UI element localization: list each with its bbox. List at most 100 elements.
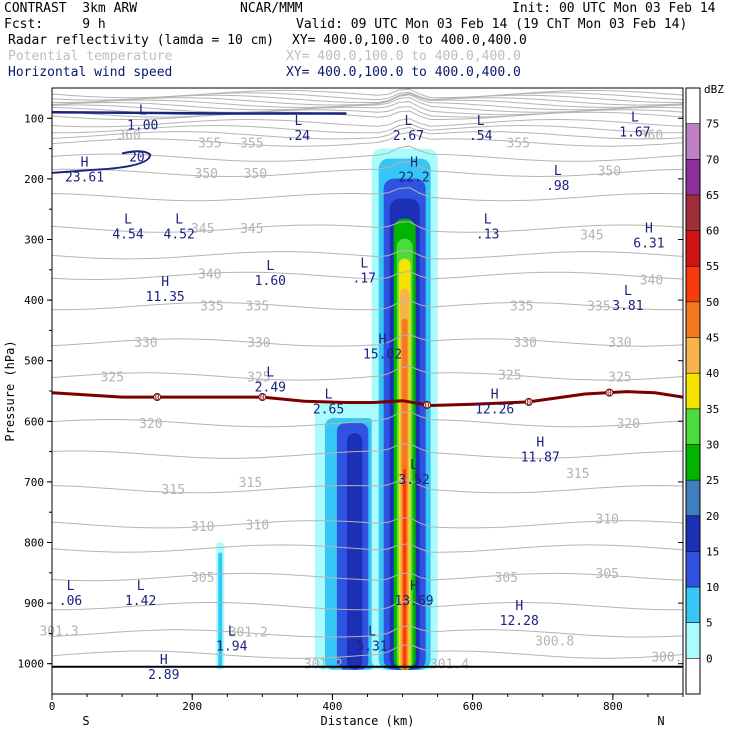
colorbar-swatch — [686, 587, 700, 623]
y-tick-label: 300 — [24, 234, 44, 247]
theta-label: 350 — [195, 167, 218, 182]
theta-label: 330 — [608, 336, 631, 351]
wind-contours — [51, 110, 347, 174]
theta-label: 330 — [247, 336, 270, 351]
wind-extremum-kind: L — [360, 257, 368, 272]
theta-contour — [51, 221, 684, 233]
y-tick-label: 500 — [24, 355, 44, 368]
x-tick-label: 0 — [49, 700, 56, 713]
wind-extremum-kind: H — [536, 435, 544, 450]
theta-contour — [51, 517, 684, 529]
theta-label: 315 — [239, 476, 262, 491]
theta-label: 305 — [191, 571, 214, 586]
theta-contour — [51, 145, 684, 162]
wind-extremum-value: 1.42 — [125, 594, 156, 609]
theta-label: 340 — [198, 267, 221, 282]
wind-extremum-kind: L — [228, 624, 236, 639]
freezing-line-marker — [153, 393, 162, 402]
colorbar-label: 10 — [706, 581, 719, 594]
colorbar-label: 35 — [706, 403, 719, 416]
colorbar-label: 60 — [706, 225, 719, 238]
colorbar-swatch — [686, 373, 700, 409]
wind-extremum-value: 23.61 — [65, 170, 104, 185]
y-tick-label: 400 — [24, 294, 44, 307]
wind-extremum-value: 11.35 — [146, 290, 185, 305]
wind-extremum-value: 5.31 — [356, 639, 387, 654]
wind-extremum-kind: L — [137, 579, 145, 594]
theta-label: 301.2 — [229, 626, 268, 641]
theta-contour — [51, 110, 684, 120]
colorbar-swatch — [686, 266, 700, 302]
theta-label: 335 — [510, 300, 533, 315]
field2-label: Potential temperature — [8, 49, 173, 64]
wind-extremum-kind: L — [325, 388, 333, 403]
wind-extremum-kind: L — [139, 103, 147, 118]
colorbar-label: 20 — [706, 510, 719, 523]
theta-label: 350 — [598, 164, 621, 179]
colorbar-swatch — [686, 123, 700, 160]
wind-extremum-kind: H — [379, 332, 387, 347]
theta-label: 325 — [608, 370, 631, 385]
theta-contour — [51, 411, 684, 428]
field3-xy-label: XY= 400.0,100.0 to 400.0,400.0 — [286, 65, 521, 80]
wind-extremum-value: 15.02 — [363, 347, 402, 362]
wind-extremum-kind: H — [410, 155, 418, 170]
wind-extremum-value: 4.52 — [164, 227, 195, 242]
theta-label: 320 — [139, 417, 162, 432]
freezing-line-marker — [524, 397, 533, 406]
y-tick-label: 200 — [24, 173, 44, 186]
theta-label: 300.8 — [535, 635, 574, 650]
theta-label: 300. — [651, 650, 682, 665]
colorbar-label: 40 — [706, 367, 719, 380]
theta-contour — [52, 123, 683, 134]
theta-label: 320 — [617, 417, 640, 432]
theta-contour — [51, 543, 684, 553]
theta-label: 345 — [580, 229, 603, 244]
wind-extremum-kind: L — [175, 212, 183, 227]
refl-shallow-#1c2fb6 — [346, 433, 363, 670]
y-tick-label: 600 — [24, 415, 44, 428]
wind-extremum-value: 22.2 — [398, 170, 429, 185]
freezing-line-marker-label: 0 — [155, 393, 160, 402]
wind-extremum-value: 2.65 — [313, 403, 344, 418]
colorbar-label: 25 — [706, 474, 719, 487]
theta-contour — [51, 572, 684, 582]
theta-contour — [51, 126, 684, 140]
y-tick-label: 800 — [24, 537, 44, 550]
valid-label: Valid: 09 UTC Mon 03 Feb 14 (19 ChT Mon … — [296, 17, 688, 32]
theta-label: 315 — [162, 483, 185, 498]
wind-extremum-value: 3.52 — [398, 473, 429, 488]
theta-label: 301.2 — [304, 658, 343, 673]
wind-extremum-value: .98 — [546, 179, 569, 194]
wind-extremum-value: 3.81 — [612, 299, 643, 314]
theta-contour — [51, 442, 684, 459]
wind-extremum-kind: L — [294, 114, 302, 129]
field3-label: Horizontal wind speed — [8, 65, 173, 80]
wind-extremum-value: 4.54 — [112, 227, 143, 242]
theta-label: 350 — [244, 167, 267, 182]
freezing-line: 0 0 0 0 0 — [51, 388, 684, 410]
colorbar-swatch-bottom — [686, 658, 700, 694]
freezing-line-marker-label: 0 — [425, 401, 430, 410]
reflectivity-field — [52, 88, 683, 694]
theta-label: 325 — [101, 370, 124, 385]
theta-contour — [52, 92, 683, 103]
theta-label: 325 — [247, 370, 270, 385]
wind-extremum-value: .13 — [476, 227, 499, 242]
wind-extremum-kind: L — [368, 624, 376, 639]
wind-extremum-kind: L — [477, 114, 485, 129]
y-axis-title: Pressure (hPa) — [3, 340, 17, 441]
y-tick-label: 900 — [24, 597, 44, 610]
wind-extremum-value: 11.87 — [521, 450, 560, 465]
colorbar-label: 50 — [706, 296, 719, 309]
wind-extremum-value: 1.94 — [216, 639, 247, 654]
wind-extremum-value: 2.89 — [148, 668, 179, 683]
theta-label: 305 — [596, 567, 619, 582]
colorbar-label: 45 — [706, 332, 719, 345]
colorbar-swatch-top — [686, 88, 700, 124]
theta-label: 301.4 — [430, 658, 469, 673]
x-tick-label: 200 — [182, 700, 202, 713]
colorbar-swatch — [686, 301, 700, 338]
